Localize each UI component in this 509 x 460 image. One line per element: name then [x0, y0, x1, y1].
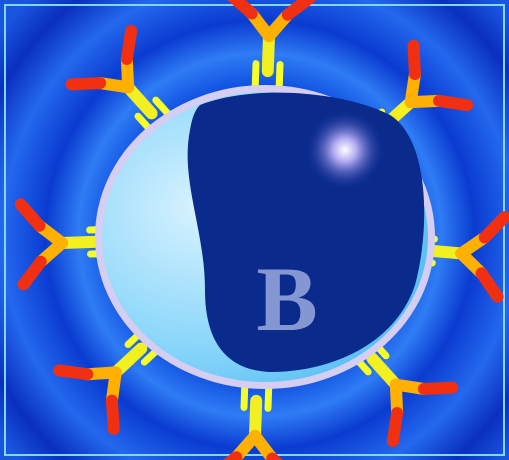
antibody-part [433, 94, 474, 112]
antibody [207, 381, 300, 460]
antibody-part [17, 255, 47, 291]
antibody-part [417, 381, 459, 395]
antibody-part [264, 382, 273, 412]
antibody-part [105, 394, 120, 435]
frame [4, 4, 505, 456]
antibody-part [14, 198, 46, 232]
antibody-part [251, 60, 260, 90]
antibody-part [240, 381, 249, 411]
antibody-part [478, 211, 509, 244]
antibody [53, 326, 164, 435]
antibody [14, 198, 117, 291]
antibody-part [281, 0, 317, 21]
antibody-part [65, 77, 107, 91]
antibody-part [224, 0, 258, 20]
antibody [224, 0, 317, 91]
nucleus-highlight [305, 110, 385, 190]
antibody-part [475, 267, 504, 303]
antibody-part [53, 364, 94, 381]
antibody-part [386, 407, 404, 448]
antibody-part [275, 61, 284, 91]
antibody-part [120, 24, 138, 65]
cell-label: B [256, 248, 317, 350]
antibody-part [407, 39, 421, 81]
